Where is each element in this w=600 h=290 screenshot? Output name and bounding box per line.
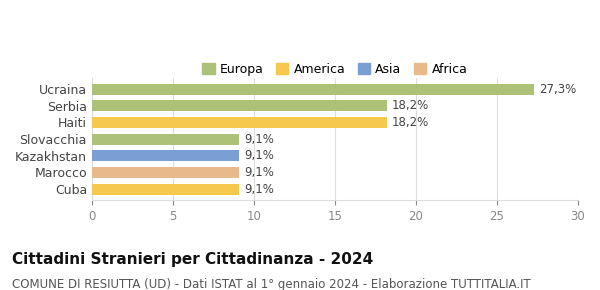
- Bar: [92, 134, 239, 144]
- Text: 27,3%: 27,3%: [539, 83, 576, 96]
- Text: COMUNE DI RESIUTTA (UD) - Dati ISTAT al 1° gennaio 2024 - Elaborazione TUTTITALI: COMUNE DI RESIUTTA (UD) - Dati ISTAT al …: [12, 278, 531, 290]
- Text: 9,1%: 9,1%: [244, 166, 274, 179]
- Bar: [92, 151, 239, 161]
- Legend: Europa, America, Asia, Africa: Europa, America, Asia, Africa: [197, 58, 472, 81]
- Text: 9,1%: 9,1%: [244, 183, 274, 196]
- Bar: [92, 184, 239, 195]
- Text: 18,2%: 18,2%: [391, 116, 428, 129]
- Text: 9,1%: 9,1%: [244, 133, 274, 146]
- Text: Cittadini Stranieri per Cittadinanza - 2024: Cittadini Stranieri per Cittadinanza - 2…: [12, 252, 373, 267]
- Bar: [92, 100, 386, 111]
- Text: 18,2%: 18,2%: [391, 99, 428, 112]
- Bar: [92, 84, 534, 95]
- Text: 9,1%: 9,1%: [244, 149, 274, 162]
- Bar: [92, 117, 386, 128]
- Bar: [92, 167, 239, 178]
